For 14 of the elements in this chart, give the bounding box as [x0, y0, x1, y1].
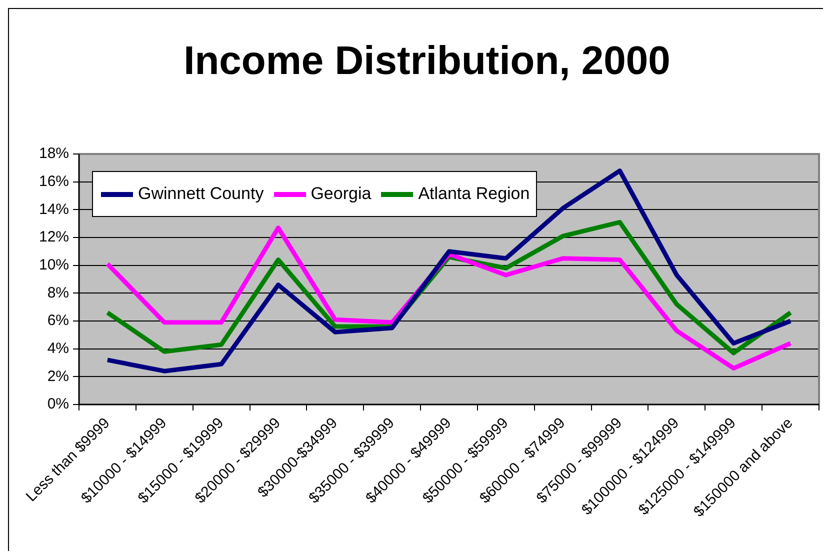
y-tick-label: 6%	[47, 312, 70, 330]
y-tick-label: 8%	[47, 284, 70, 302]
y-tick-label: 18%	[38, 145, 70, 162]
y-tick-label: 10%	[38, 256, 70, 274]
legend-label: Atlanta Region	[418, 184, 530, 204]
legend-label: Gwinnett County	[138, 184, 264, 204]
y-tick-label: 14%	[38, 200, 70, 218]
y-tick-label: 4%	[47, 340, 70, 357]
legend-label: Georgia	[310, 184, 372, 204]
y-tick-label: 0%	[47, 396, 70, 413]
y-tick-label: 12%	[38, 228, 70, 246]
y-tick-label: 16%	[38, 172, 70, 190]
y-tick-label: 2%	[47, 368, 70, 385]
chart-title: Income Distribution, 2000	[184, 39, 670, 84]
